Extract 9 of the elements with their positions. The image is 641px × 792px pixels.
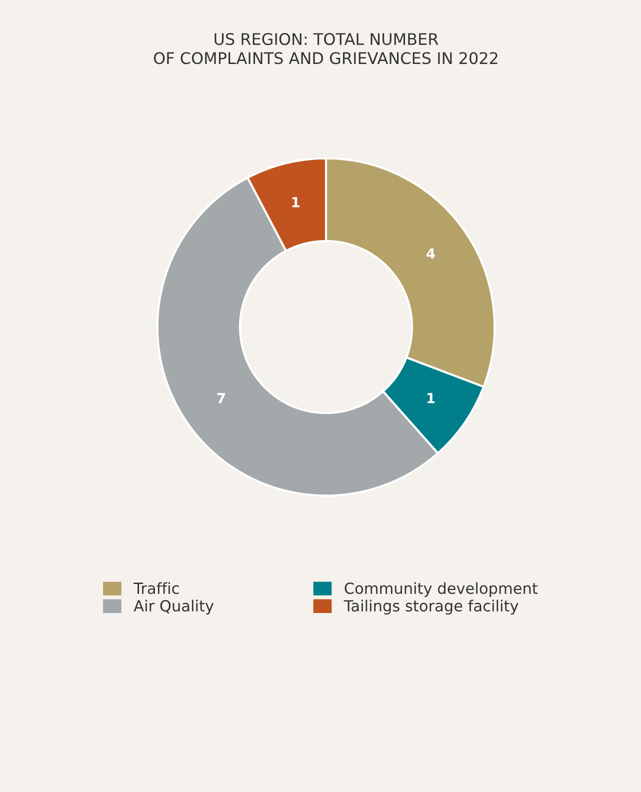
- data-label: 1: [292, 197, 300, 208]
- legend-label: Air Quality: [134, 600, 214, 615]
- chart-title: US REGION: TOTAL NUMBER OF COMPLAINTS AND GRIEVANCES IN 2022: [154, 33, 498, 64]
- data-label: 1: [428, 393, 435, 404]
- data-label: 7: [217, 393, 225, 404]
- data-label: 4: [426, 248, 435, 259]
- legend-label: Community development: [344, 582, 538, 597]
- legend-label: Traffic: [134, 582, 179, 594]
- legend-label: Tailings storage facility: [344, 600, 518, 615]
